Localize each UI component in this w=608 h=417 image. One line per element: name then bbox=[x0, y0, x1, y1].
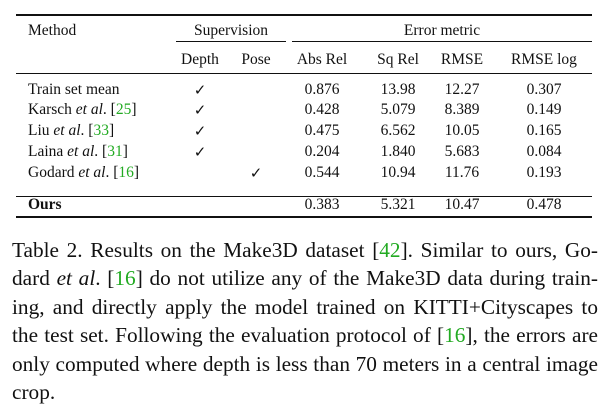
header-rmse-log: RMSE log bbox=[511, 51, 577, 68]
citation-link[interactable]: 16 bbox=[114, 266, 136, 291]
cell-abs-rel: 0.876 bbox=[304, 81, 340, 98]
ours-method: Ours bbox=[28, 196, 62, 213]
cell-rmse-log: 0.307 bbox=[526, 81, 562, 98]
citation-link[interactable]: 16 bbox=[118, 164, 134, 181]
cell-sq-rel: 6.562 bbox=[380, 122, 416, 139]
row-method: Train set mean bbox=[28, 81, 120, 98]
depth-check-icon: ✓ bbox=[193, 143, 207, 161]
cell-abs-rel: 0.428 bbox=[304, 101, 340, 118]
cell-abs-rel: 0.475 bbox=[304, 122, 340, 139]
header-rule bbox=[16, 73, 592, 74]
ours-rmse: 10.47 bbox=[444, 196, 480, 213]
row-method: Laina et al. [31] bbox=[28, 143, 128, 160]
header-method: Method bbox=[28, 22, 77, 39]
row-method: Liu et al. [33] bbox=[28, 122, 115, 139]
cell-rmse: 11.76 bbox=[444, 164, 480, 181]
cell-rmse: 10.05 bbox=[444, 122, 480, 139]
cell-rmse: 5.683 bbox=[444, 143, 480, 160]
cell-sq-rel: 10.94 bbox=[380, 164, 416, 181]
bottom-rule bbox=[16, 216, 592, 218]
cell-sq-rel: 5.079 bbox=[380, 101, 416, 118]
depth-check-icon: ✓ bbox=[193, 101, 207, 119]
header-pose: Pose bbox=[241, 51, 271, 68]
supervision-rule bbox=[176, 41, 286, 42]
ours-rule bbox=[16, 196, 592, 197]
header-supervision: Supervision bbox=[193, 22, 269, 39]
cell-sq-rel: 1.840 bbox=[380, 143, 416, 160]
table-caption: Table 2. Results on the Make3D dataset [… bbox=[12, 238, 599, 405]
citation-link[interactable]: 31 bbox=[107, 143, 123, 160]
pose-check-icon: ✓ bbox=[249, 164, 263, 182]
citation-link[interactable]: 25 bbox=[115, 101, 132, 118]
cell-abs-rel: 0.204 bbox=[304, 143, 340, 160]
ours-sq-rel: 5.321 bbox=[380, 196, 416, 213]
citation-link[interactable]: 33 bbox=[93, 122, 109, 139]
row-method: Karsch et al. [25] bbox=[28, 101, 137, 118]
cell-rmse-log: 0.149 bbox=[526, 101, 562, 118]
ours-rmse-log: 0.478 bbox=[526, 196, 562, 213]
cell-sq-rel: 13.98 bbox=[380, 81, 416, 98]
depth-check-icon: ✓ bbox=[193, 122, 207, 140]
cell-rmse-log: 0.193 bbox=[526, 164, 562, 181]
citation-link[interactable]: 16 bbox=[444, 323, 466, 348]
row-method: Godard et al. [16] bbox=[28, 164, 140, 181]
cell-rmse: 12.27 bbox=[444, 81, 480, 98]
header-rmse: RMSE bbox=[440, 51, 484, 68]
header-abs-rel: Abs Rel bbox=[296, 51, 348, 68]
header-sq-rel: Sq Rel bbox=[377, 51, 419, 68]
header-depth: Depth bbox=[181, 51, 219, 68]
citation-link[interactable]: 42 bbox=[379, 238, 401, 262]
depth-check-icon: ✓ bbox=[193, 81, 207, 99]
cell-rmse: 8.389 bbox=[444, 101, 480, 118]
cell-abs-rel: 0.544 bbox=[304, 164, 340, 181]
cell-rmse-log: 0.084 bbox=[526, 143, 562, 160]
ours-abs-rel: 0.383 bbox=[304, 196, 340, 213]
top-rule bbox=[16, 14, 592, 16]
error-metric-rule bbox=[292, 41, 592, 42]
header-error-metric: Error metric bbox=[403, 22, 481, 39]
cell-rmse-log: 0.165 bbox=[526, 122, 562, 139]
